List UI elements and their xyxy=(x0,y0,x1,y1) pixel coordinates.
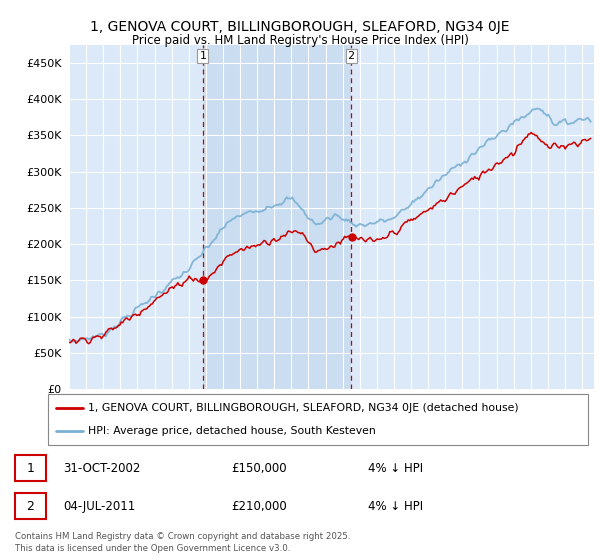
Text: 4% ↓ HPI: 4% ↓ HPI xyxy=(368,461,424,475)
Text: 04-JUL-2011: 04-JUL-2011 xyxy=(64,500,136,513)
Text: 2: 2 xyxy=(26,500,34,513)
Text: 31-OCT-2002: 31-OCT-2002 xyxy=(64,461,141,475)
Text: 1: 1 xyxy=(26,461,34,475)
Text: 4% ↓ HPI: 4% ↓ HPI xyxy=(368,500,424,513)
Text: Contains HM Land Registry data © Crown copyright and database right 2025.
This d: Contains HM Land Registry data © Crown c… xyxy=(15,533,350,553)
Bar xyxy=(203,45,351,389)
Text: £210,000: £210,000 xyxy=(232,500,287,513)
Text: 1: 1 xyxy=(199,50,206,60)
Text: 2: 2 xyxy=(347,50,355,60)
Text: HPI: Average price, detached house, South Kesteven: HPI: Average price, detached house, Sout… xyxy=(89,426,376,436)
FancyBboxPatch shape xyxy=(15,493,46,519)
Text: 1, GENOVA COURT, BILLINGBOROUGH, SLEAFORD, NG34 0JE (detached house): 1, GENOVA COURT, BILLINGBOROUGH, SLEAFOR… xyxy=(89,403,519,413)
FancyBboxPatch shape xyxy=(15,455,46,481)
Text: 1, GENOVA COURT, BILLINGBOROUGH, SLEAFORD, NG34 0JE: 1, GENOVA COURT, BILLINGBOROUGH, SLEAFOR… xyxy=(90,20,510,34)
Text: £150,000: £150,000 xyxy=(232,461,287,475)
FancyBboxPatch shape xyxy=(48,394,588,445)
Text: Price paid vs. HM Land Registry's House Price Index (HPI): Price paid vs. HM Land Registry's House … xyxy=(131,34,469,46)
